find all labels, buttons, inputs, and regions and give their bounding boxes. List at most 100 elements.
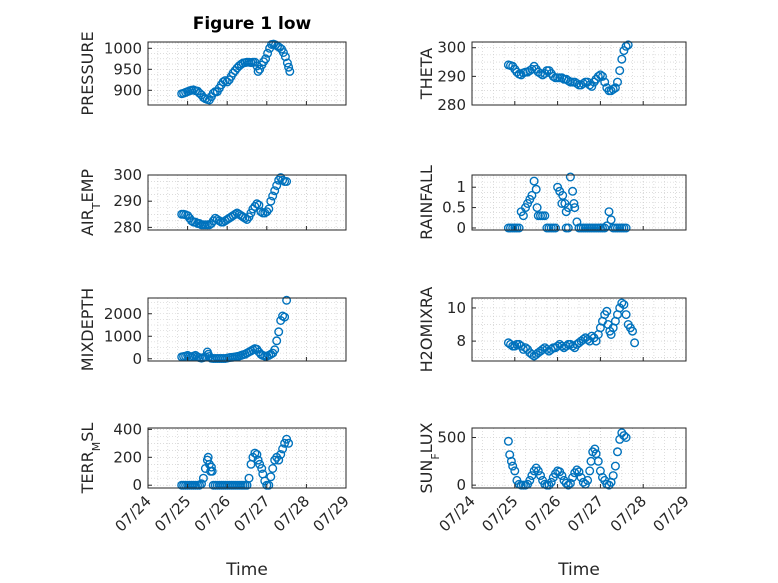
data-point xyxy=(252,199,262,209)
data-point xyxy=(610,461,620,471)
data-point xyxy=(608,471,618,481)
data-point xyxy=(593,456,603,466)
data-point xyxy=(572,78,582,88)
y-tick-label: 2000 xyxy=(104,305,142,323)
y-tick-label: 200 xyxy=(113,448,142,466)
data-point xyxy=(262,207,272,217)
data-point xyxy=(621,433,631,443)
data-point xyxy=(242,214,252,224)
data-point xyxy=(272,180,282,190)
y-tick-label: 0 xyxy=(132,350,142,368)
data-point xyxy=(583,475,593,485)
data-point xyxy=(606,215,616,225)
data-point xyxy=(565,172,575,182)
y-tick-label: 290 xyxy=(113,192,142,210)
axes-box xyxy=(147,427,347,489)
data-point xyxy=(527,349,537,359)
data-point xyxy=(628,326,638,336)
data-point xyxy=(568,473,578,483)
data-point xyxy=(587,81,597,91)
y-tick-label: 280 xyxy=(113,218,142,236)
y-tick-label: 0 xyxy=(456,476,466,494)
data-point xyxy=(602,306,612,316)
y-tick-label: 0 xyxy=(132,476,142,494)
axes-box xyxy=(471,297,687,362)
data-point xyxy=(574,467,584,477)
data-point xyxy=(544,480,554,490)
data-point xyxy=(527,471,537,481)
data-point xyxy=(525,475,535,485)
data-point xyxy=(568,186,578,196)
data-point xyxy=(630,338,640,348)
data-point xyxy=(218,77,228,87)
data-point xyxy=(280,312,290,322)
subplot-1: 900 950 1000 PRESSURE xyxy=(78,31,347,116)
axes-box xyxy=(147,174,347,231)
data-point xyxy=(266,472,276,482)
data-point xyxy=(595,70,605,80)
axes-box xyxy=(147,297,347,362)
data-point xyxy=(569,198,579,208)
data-point xyxy=(557,341,567,351)
data-point xyxy=(558,190,568,200)
y-tick-label: 400 xyxy=(113,420,142,438)
y-axis-label: THETA xyxy=(417,48,436,100)
data-point xyxy=(578,78,588,88)
data-point xyxy=(563,480,573,490)
y-axis-label: PRESSURE xyxy=(78,31,97,115)
data-point xyxy=(250,448,260,458)
data-point xyxy=(563,76,573,86)
data-point xyxy=(263,48,273,58)
data-point xyxy=(548,71,558,81)
data-point xyxy=(284,438,294,448)
data-point xyxy=(264,480,274,490)
data-point xyxy=(257,464,267,474)
data-point xyxy=(610,83,620,93)
data-point xyxy=(619,431,629,441)
y-tick-label: 10 xyxy=(447,299,466,317)
y-tick-label: 0.5 xyxy=(442,199,466,217)
data-point xyxy=(255,64,265,74)
x-axis-label: Time xyxy=(225,560,268,580)
data-point xyxy=(540,211,550,221)
data-point xyxy=(536,471,546,481)
data-point xyxy=(578,477,588,487)
data-point xyxy=(270,186,280,196)
data-point xyxy=(598,71,608,81)
data-point xyxy=(570,203,580,213)
data-point xyxy=(278,175,288,185)
y-axis-label: TERRMSL xyxy=(78,423,103,495)
subplot-4: 0 0.5 1 RAINFALL xyxy=(417,165,687,240)
data-point xyxy=(623,40,633,50)
y-tick-label: 950 xyxy=(113,60,142,78)
data-point xyxy=(198,473,208,483)
data-point xyxy=(268,464,278,474)
data-point xyxy=(240,213,250,223)
data-point xyxy=(617,54,627,64)
y-axis-label: RAINFALL xyxy=(417,165,436,240)
subplot-3: 280 290 300 AIRTEMP xyxy=(78,166,347,236)
data-point xyxy=(617,298,627,308)
data-point xyxy=(282,295,292,305)
data-point xyxy=(244,473,254,483)
data-point xyxy=(285,66,295,76)
data-point xyxy=(585,466,595,476)
data-point xyxy=(282,58,292,68)
data-point xyxy=(261,54,271,64)
data-point xyxy=(572,217,582,227)
y-tick-label: 1000 xyxy=(104,39,142,57)
data-point xyxy=(282,176,292,186)
y-axis-label: AIRTEMP xyxy=(78,169,103,236)
y-tick-label: 290 xyxy=(437,67,466,85)
data-point xyxy=(608,84,618,94)
axes-box xyxy=(471,41,687,106)
data-point xyxy=(207,466,217,476)
data-point xyxy=(230,209,240,219)
data-point xyxy=(527,190,537,200)
axes-box xyxy=(471,427,687,489)
data-point xyxy=(600,77,610,87)
data-point xyxy=(533,466,543,476)
